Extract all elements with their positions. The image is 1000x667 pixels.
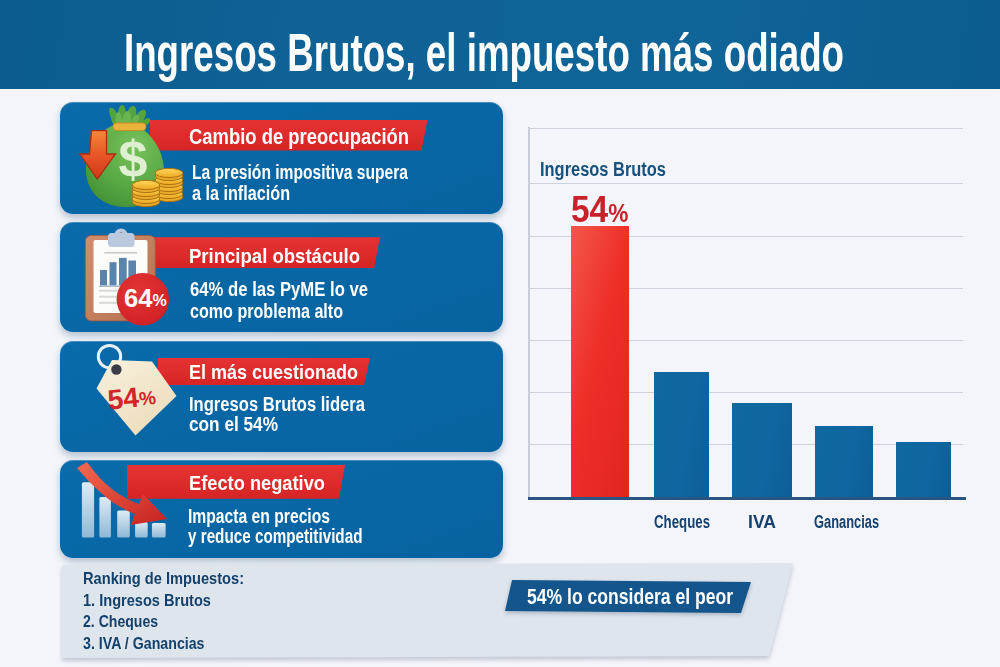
svg-text:$: $ [119, 130, 148, 188]
